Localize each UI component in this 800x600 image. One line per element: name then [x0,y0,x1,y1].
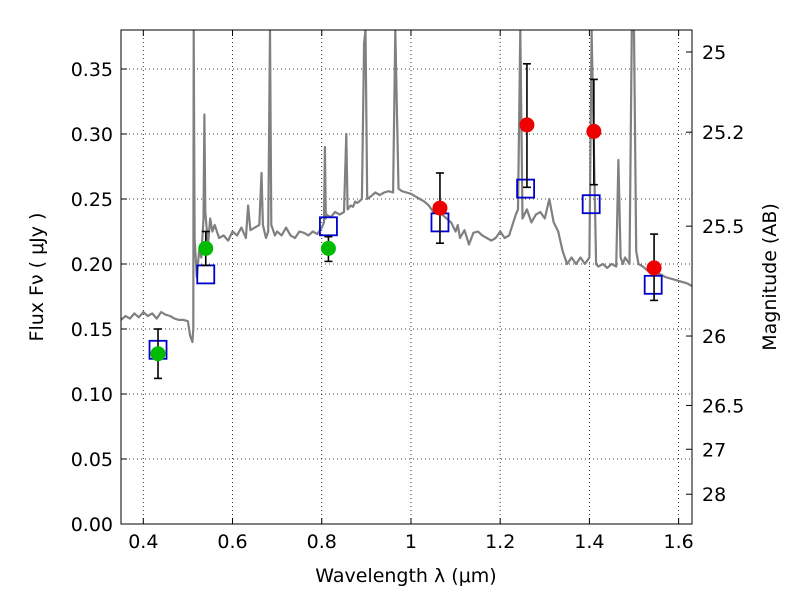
y-tick-label: 0.35 [71,59,113,81]
observed-point [586,123,602,139]
y-tick-label: 0.15 [71,319,113,341]
x-tick-label: 0.4 [128,531,158,553]
x-tick-label: 1.4 [574,531,604,553]
y-tick-label: 0.25 [71,189,113,211]
y2-tick-label: 28 [702,484,726,506]
y-tick-label: 0.20 [71,254,113,276]
error-bars [150,62,662,380]
spectrum-line [121,30,692,344]
observed-point [432,200,448,216]
y2-tick-label: 25.5 [702,216,744,238]
plot-background [121,30,692,524]
x-tick-label: 0.8 [307,531,337,553]
x-axis-label: Wavelength λ (μm) [315,565,496,587]
ticks: 0.4 0.6 0.8 1 1.2 1.4 1.6 0.00 0.05 0.10 0.15 0.20 0… [71,30,744,553]
observed-point [150,346,166,362]
x-tick-label: 1 [405,531,417,553]
plot-frame [120,29,693,525]
model-box-marker [516,178,536,199]
model-box-marker [319,216,338,237]
x-tick-label: 1.2 [485,531,515,553]
y-tick-label: 0.00 [71,514,113,536]
model-box-marker [581,194,601,215]
observed-point [320,240,336,256]
model-box-marker [643,274,663,295]
y2-tick-label: 25.2 [702,122,744,144]
y2-tick-label: 25 [702,42,726,64]
y2-tick-label: 27 [702,439,726,461]
observed-point [519,117,535,133]
y2-tick-label: 26 [702,326,726,348]
observed-point [646,260,662,276]
y-tick-label: 0.30 [71,124,113,146]
y2-tick-label: 26.5 [702,395,744,417]
y-tick-label: 0.10 [71,384,113,406]
y2-axis-label: Magnitude (AB) [759,203,781,351]
observed-point [198,240,214,256]
x-tick-label: 1.6 [664,531,694,553]
x-tick-label: 0.6 [217,531,247,553]
y-axis-label: Flux Fν ( μJy ) [26,213,48,342]
y-tick-label: 0.05 [71,449,113,471]
